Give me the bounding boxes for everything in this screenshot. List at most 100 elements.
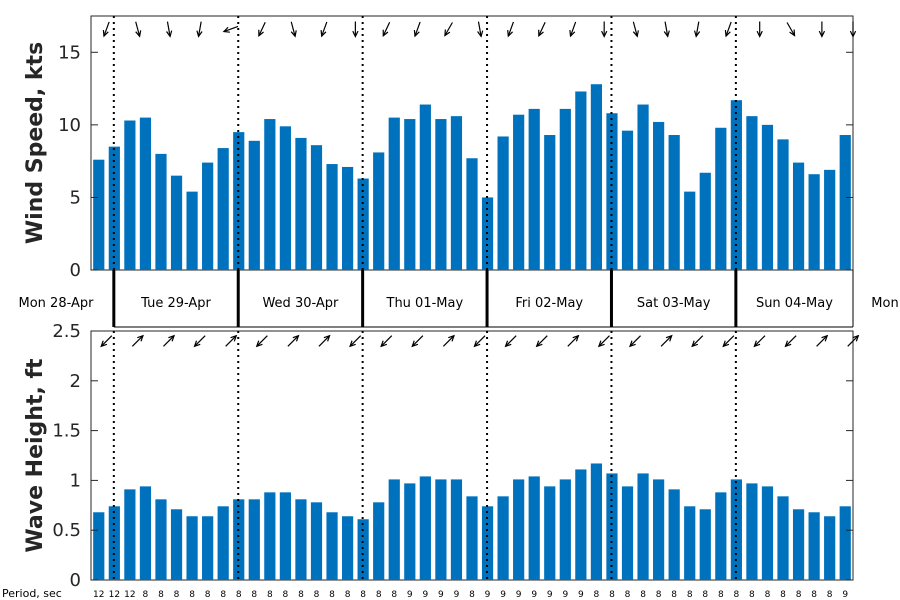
period-value-label: 9: [422, 590, 428, 600]
direction-arrow-shaft: [538, 21, 546, 37]
bar: [450, 479, 463, 580]
direction-arrow-shaft: [507, 21, 515, 37]
direction-arrow-shaft: [131, 335, 144, 347]
direction-arrow: [100, 335, 113, 348]
direction-arrow: [722, 335, 735, 348]
direction-arrow: [382, 21, 391, 38]
direction-arrow-head: [724, 30, 731, 38]
direction-arrow-head: [292, 334, 300, 342]
direction-arrow-shaft: [321, 21, 328, 37]
day-label: Sat 03-May: [637, 296, 711, 311]
direction-arrow-head: [135, 30, 142, 38]
bar: [637, 473, 649, 580]
bar: [404, 119, 416, 271]
direction-arrow: [193, 335, 206, 348]
direction-arrow-head: [323, 334, 331, 342]
bar: [264, 119, 276, 271]
direction-arrow-head: [538, 29, 544, 38]
bar: [373, 152, 385, 270]
direction-arrow-shaft: [569, 21, 577, 37]
period-value-label: 8: [656, 590, 662, 600]
period-value-label: 12: [124, 590, 135, 600]
y-tick-label: 1.5: [52, 421, 81, 442]
period-value-label: 9: [562, 590, 568, 600]
direction-arrow-head: [504, 340, 512, 348]
direction-arrow: [290, 21, 297, 38]
period-value-label: 12: [93, 590, 104, 600]
direction-arrow-head: [784, 340, 792, 348]
period-value-label: 8: [220, 590, 226, 600]
y-tick-label: 15: [58, 42, 81, 63]
direction-arrow: [816, 334, 829, 347]
direction-arrow-head: [100, 340, 108, 348]
direction-arrow: [166, 21, 173, 38]
period-value-label: 9: [454, 590, 460, 600]
direction-arrow-head: [753, 340, 761, 348]
direction-arrow-shaft: [382, 21, 391, 37]
bar: [341, 166, 354, 270]
direction-arrow-shaft: [444, 22, 453, 36]
period-value-label: 8: [205, 590, 211, 600]
bar: [746, 483, 758, 580]
direction-arrow-head: [818, 30, 826, 38]
direction-arrow-head: [569, 30, 576, 38]
direction-arrow-head: [102, 30, 109, 38]
direction-arrow-head: [290, 30, 297, 38]
bar: [404, 483, 416, 580]
bar: [233, 132, 245, 270]
bar: [450, 116, 463, 270]
bar: [684, 191, 696, 270]
direction-arrow: [225, 334, 238, 347]
bar: [497, 136, 509, 270]
bar: [295, 499, 307, 580]
direction-arrow-head: [444, 29, 451, 37]
direction-arrow: [135, 21, 142, 38]
direction-arrow-shaft: [753, 335, 766, 347]
day-label: Tue 29-Apr: [140, 296, 211, 311]
direction-arrow: [597, 335, 610, 348]
direction-arrow-head: [535, 340, 543, 348]
bar: [279, 492, 291, 580]
y-tick-label: 5: [70, 187, 81, 208]
bar: [715, 492, 727, 580]
period-value-label: 9: [547, 590, 553, 600]
bar: [186, 191, 198, 270]
direction-arrow-shaft: [414, 21, 421, 37]
period-value-label: 8: [174, 590, 180, 600]
direction-arrow-shaft: [256, 335, 268, 347]
period-value-label: 9: [578, 590, 584, 600]
bar: [264, 492, 276, 580]
direction-arrow-shaft: [691, 335, 704, 347]
direction-arrow-shaft: [318, 335, 330, 347]
day-label: Fri 02-May: [515, 296, 583, 311]
direction-arrow: [632, 21, 639, 38]
wind-speed-panel: 0 5 10 15 Wind Speed, kts: [23, 15, 857, 281]
direction-arrow-head: [601, 30, 608, 38]
direction-arrow-shaft: [349, 335, 362, 347]
direction-arrow-head: [477, 30, 484, 38]
direction-arrow: [442, 334, 455, 347]
direction-arrow: [411, 335, 424, 348]
direction-arrow: [753, 335, 766, 348]
direction-arrow: [538, 21, 546, 38]
direction-arrow-head: [849, 30, 857, 38]
bar: [202, 162, 214, 270]
direction-arrow-head: [665, 334, 673, 342]
day-label: Mon: [871, 296, 898, 311]
direction-arrow: [413, 21, 421, 38]
direction-arrow-shaft: [290, 21, 296, 37]
direction-arrow-head: [572, 334, 580, 342]
direction-arrow-shaft: [725, 21, 732, 37]
bar: [839, 506, 851, 580]
direction-arrow: [535, 335, 548, 348]
bar: [606, 473, 618, 580]
period-value-label: 8: [469, 590, 475, 600]
period-value-label: 8: [827, 590, 833, 600]
direction-arrow: [567, 334, 580, 347]
direction-arrow: [477, 21, 484, 38]
period-value-label: 8: [143, 590, 149, 600]
period-value-label: 8: [236, 590, 242, 600]
direction-arrow-head: [789, 29, 796, 37]
direction-arrow-head: [852, 334, 860, 342]
y-tick-label: 10: [58, 115, 81, 136]
